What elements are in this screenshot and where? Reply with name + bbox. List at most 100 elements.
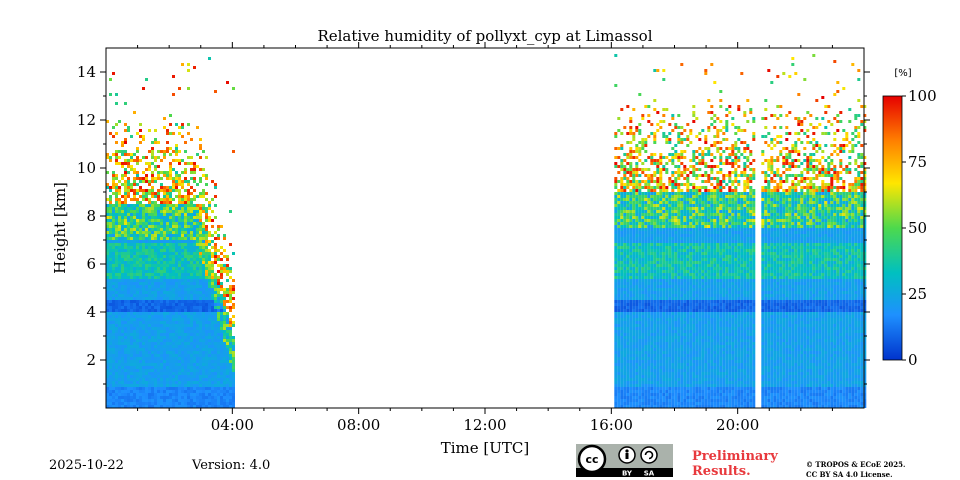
heatmap-cell [139,372,142,375]
heatmap-cell [650,348,654,351]
heatmap-cell [118,201,121,204]
heatmap-cell [620,315,624,318]
heatmap-cell [166,246,169,249]
heatmap-cell [617,291,621,294]
heatmap-cell [656,381,660,384]
heatmap-cell [665,288,669,291]
heatmap-cell [635,144,639,147]
heatmap-cell [653,285,657,288]
heatmap-cell [112,294,115,297]
heatmap-cell [115,201,118,204]
heatmap-cell [106,375,109,378]
heatmap-cell [623,327,627,330]
heatmap-cell [148,189,151,192]
heatmap-cell [175,159,178,162]
heatmap-cell [127,357,130,360]
heatmap-cell [178,240,181,243]
heatmap-cell [659,393,663,396]
heatmap-cell [674,165,678,168]
heatmap-cell [133,327,136,330]
heatmap-cell [115,285,118,288]
heatmap-cell [199,231,202,234]
heatmap-cell [220,264,223,267]
heatmap-cell [635,171,639,174]
heatmap-cell [124,150,127,153]
heatmap-cell [208,204,211,207]
heatmap-cell [187,366,190,369]
heatmap-cell [166,306,169,309]
heatmap-cell [121,153,124,156]
heatmap-cell [118,300,121,303]
heatmap-cell [208,378,211,381]
heatmap-cell [154,300,157,303]
heatmap-cell [184,264,187,267]
heatmap-cell [626,348,630,351]
heatmap-cell [160,312,163,315]
heatmap-cell [193,234,196,237]
heatmap-cell [121,363,124,366]
heatmap-cell [665,381,669,384]
heatmap-cell [650,273,654,276]
heatmap-cell [178,126,181,129]
heatmap-cell [638,393,642,396]
heatmap-cell [136,204,139,207]
heatmap-cell [127,342,130,345]
heatmap-cell [160,372,163,375]
heatmap-cell [172,351,175,354]
heatmap-cell [118,162,121,165]
heatmap-cell [671,129,675,132]
heatmap-cell [614,84,618,87]
heatmap-cell [106,327,109,330]
heatmap-cell [647,363,651,366]
heatmap-cell [160,354,163,357]
heatmap-cell [208,288,211,291]
heatmap-cell [130,288,133,291]
heatmap-cell [671,330,675,333]
heatmap-cell [166,279,169,282]
heatmap-cell [617,336,621,339]
heatmap-cell [659,279,663,282]
heatmap-cell [148,393,151,396]
heatmap-cell [169,204,172,207]
heatmap-cell [181,267,184,270]
heatmap-cell [118,369,121,372]
heatmap-cell [154,306,157,309]
heatmap-cell [626,306,630,309]
heatmap-cell [124,228,127,231]
heatmap-cell [172,300,175,303]
heatmap-cell [136,213,139,216]
heatmap-cell [653,294,657,297]
heatmap-cell [139,291,142,294]
heatmap-cell [641,297,645,300]
heatmap-cell [172,243,175,246]
heatmap-cell [142,288,145,291]
heatmap-cell [635,207,639,210]
heatmap-cell [187,381,190,384]
heatmap-cell [190,339,193,342]
heatmap-cell [112,135,115,138]
heatmap-cell [190,186,193,189]
heatmap-cell [145,339,148,342]
heatmap-cell [629,240,633,243]
heatmap-cell [659,201,663,204]
heatmap-cell [217,405,220,408]
heatmap-cell [623,192,627,195]
heatmap-cell [674,354,678,357]
heatmap-cell [617,384,621,387]
heatmap-cell [638,351,642,354]
heatmap-cell [118,120,121,123]
heatmap-cell [208,234,211,237]
heatmap-cell [193,363,196,366]
heatmap-cell [202,270,205,273]
heatmap-cell [154,225,157,228]
heatmap-cell [118,324,121,327]
heatmap-cell [172,357,175,360]
heatmap-cell [172,312,175,315]
heatmap-cell [674,213,678,216]
heatmap-cell [142,216,145,219]
heatmap-cell [109,330,112,333]
heatmap-cell [187,267,190,270]
heatmap-cell [127,219,130,222]
heatmap-cell [214,291,217,294]
heatmap-cell [220,315,223,318]
